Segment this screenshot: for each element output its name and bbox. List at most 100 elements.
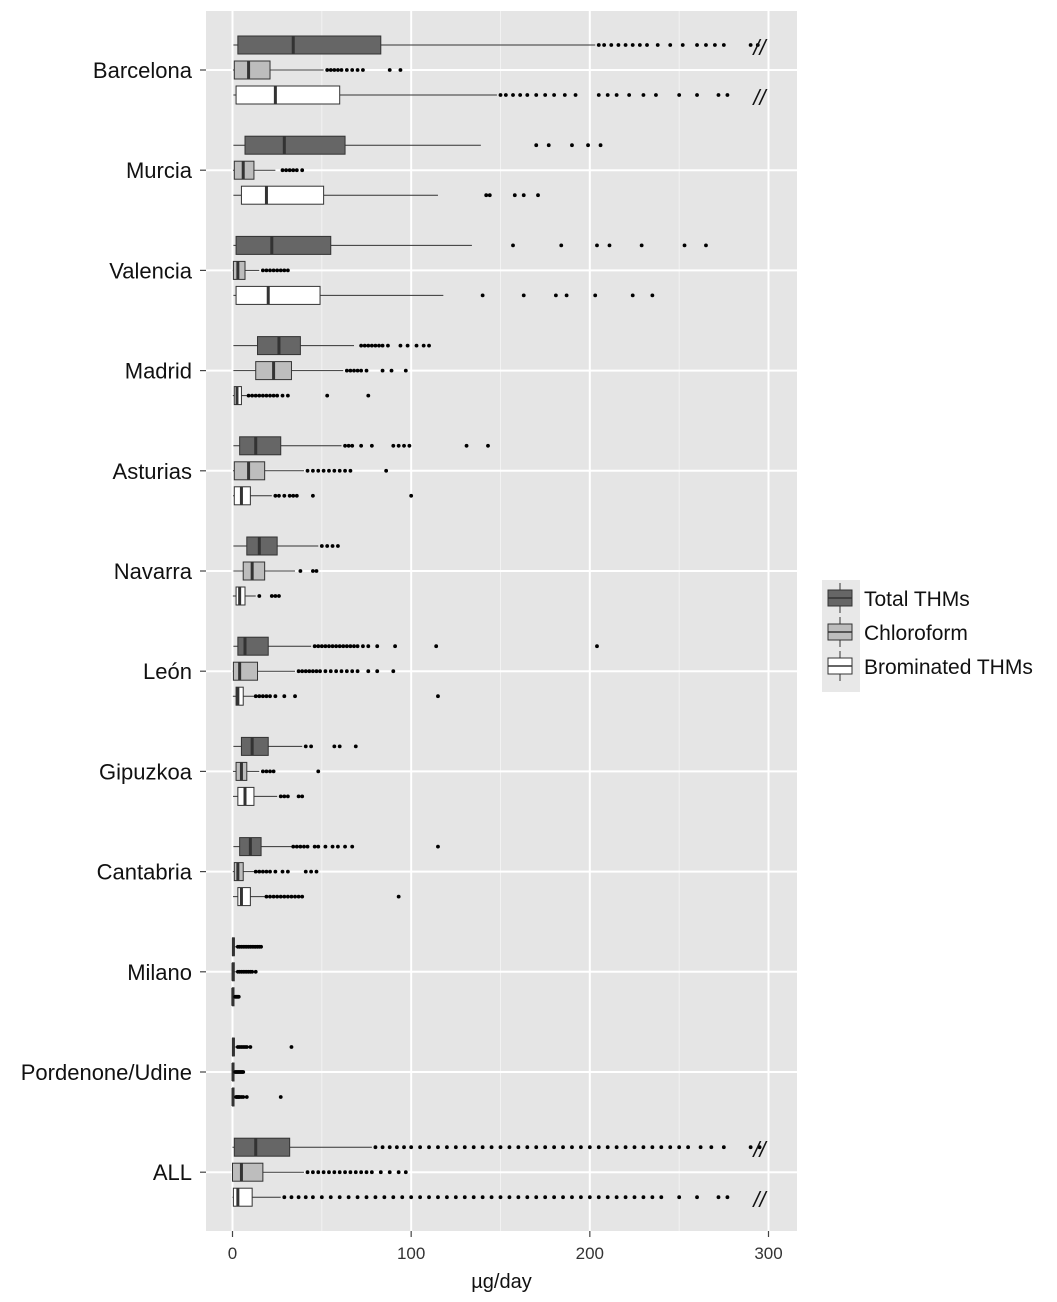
outlier-point: [303, 744, 308, 749]
box-chloroform: [233, 561, 319, 581]
legend-item[interactable]: Chloroform: [827, 617, 968, 647]
outlier-point: [311, 669, 315, 674]
outlier-point: [339, 669, 344, 674]
outlier-point: [337, 468, 342, 473]
outlier-point: [414, 343, 419, 348]
outlier-point: [350, 443, 355, 448]
outlier-point: [587, 1145, 592, 1150]
outlier-point: [264, 869, 269, 874]
legend-label: Chloroform: [864, 622, 968, 645]
x-tick-label: 200: [576, 1244, 604, 1263]
outlier-point: [534, 1195, 539, 1200]
box: [239, 436, 282, 456]
outlier-point: [695, 93, 699, 97]
outlier-point: [682, 243, 687, 248]
box-brominated-thms: [231, 987, 241, 1007]
outlier-point: [623, 1195, 628, 1200]
outlier-point: [484, 193, 489, 198]
outlier-point: [534, 93, 539, 97]
legend-item[interactable]: Brominated THMs: [827, 651, 1033, 681]
outlier-point: [303, 669, 308, 674]
outlier-point: [402, 443, 406, 448]
outlier-point: [586, 143, 590, 148]
outlier-point: [316, 1170, 321, 1175]
x-axis: 0 100 200 300 µg/day: [200, 69, 783, 1293]
outlier-point: [248, 1045, 253, 1049]
box-total-thms: [233, 736, 358, 756]
outlier-point: [268, 769, 272, 774]
outlier-point: [480, 293, 485, 298]
category-label: Milano: [127, 960, 192, 985]
box: [232, 661, 259, 681]
outlier-point: [516, 1145, 521, 1150]
axis-break-marker: //: [751, 1137, 767, 1162]
outlier-point: [309, 744, 314, 749]
outlier-point: [311, 493, 315, 498]
outlier-point: [323, 644, 328, 649]
outlier-point: [373, 1145, 378, 1150]
outlier-point: [275, 393, 280, 398]
outlier-point: [382, 1195, 387, 1200]
outlier-point: [257, 393, 262, 398]
outlier-point: [637, 43, 642, 47]
outlier-point: [553, 293, 558, 298]
outlier-point: [332, 744, 337, 749]
outlier-point: [293, 894, 297, 899]
outlier-point: [241, 1070, 246, 1074]
box: [237, 35, 382, 55]
outlier-point: [285, 268, 290, 273]
outlier-point: [366, 393, 371, 398]
outlier-point: [403, 368, 408, 373]
outlier-point: [332, 1170, 337, 1175]
outlier-point: [543, 1145, 548, 1150]
outlier-point: [755, 43, 760, 47]
outlier-point: [593, 293, 598, 298]
outlier-point: [359, 1170, 364, 1175]
outlier-point: [350, 68, 355, 72]
category-label: Madrid: [125, 359, 192, 384]
outlier-point: [278, 894, 283, 899]
outlier-point: [445, 1145, 449, 1150]
outlier-point: [328, 669, 333, 674]
outlier-point: [396, 1170, 401, 1175]
outlier-point: [312, 844, 317, 849]
outlier-point: [421, 343, 426, 348]
box: [235, 285, 321, 305]
outlier-point: [596, 1145, 601, 1150]
outlier-point: [387, 1145, 392, 1150]
outlier-point: [507, 1195, 512, 1200]
outlier-point: [639, 243, 644, 248]
outlier-point: [353, 1170, 358, 1175]
outlier-point: [260, 869, 265, 874]
outlier-point: [285, 393, 290, 398]
outlier-point: [318, 669, 322, 674]
outlier-point: [330, 644, 335, 649]
outlier-point: [319, 644, 324, 649]
outlier-point: [369, 343, 374, 348]
outlier-point: [253, 869, 258, 874]
outlier-point: [609, 43, 614, 47]
outlier-point: [296, 894, 301, 899]
legend-item[interactable]: Total THMs: [827, 583, 970, 613]
box: [246, 536, 278, 556]
legend[interactable]: Total THMs Chloroform Brominated THMs: [822, 580, 1033, 692]
outlier-point: [384, 468, 389, 473]
box-chloroform: [231, 1062, 246, 1082]
outlier-point: [296, 794, 301, 799]
outlier-point: [314, 569, 319, 573]
box: [235, 686, 244, 706]
outlier-point: [564, 293, 569, 298]
outlier-point: [344, 669, 349, 674]
outlier-point: [260, 769, 265, 774]
outlier-point: [573, 93, 578, 97]
outlier-point: [268, 268, 272, 273]
outlier-point: [343, 468, 347, 473]
outlier-point: [336, 844, 340, 849]
outlier-point: [303, 1195, 308, 1200]
outlier-point: [244, 1095, 249, 1099]
outlier-point: [296, 669, 301, 674]
box-brominated-thms: [233, 285, 655, 305]
outlier-point: [285, 794, 290, 799]
legend-label: Brominated THMs: [864, 656, 1033, 679]
outlier-point: [348, 468, 353, 473]
